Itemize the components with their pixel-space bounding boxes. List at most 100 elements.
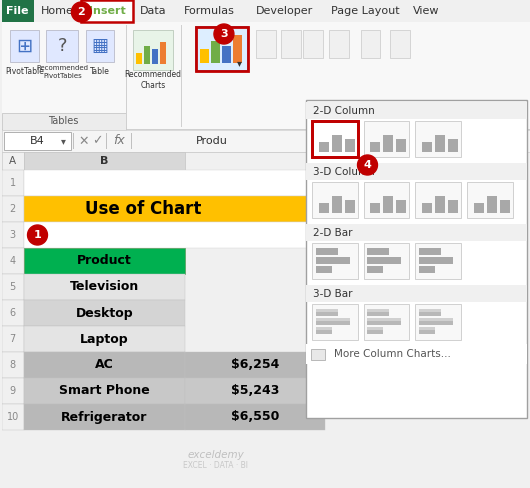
Bar xyxy=(329,30,349,58)
Bar xyxy=(23,274,185,300)
Bar xyxy=(306,224,527,241)
Text: ▾: ▾ xyxy=(237,58,242,68)
Text: $5,243: $5,243 xyxy=(231,385,279,398)
Text: Television: Television xyxy=(69,281,139,293)
Text: Product: Product xyxy=(77,255,131,267)
Bar xyxy=(396,139,407,152)
Bar xyxy=(383,135,393,152)
Bar xyxy=(152,49,158,64)
Bar xyxy=(144,46,150,64)
Bar xyxy=(367,327,383,330)
Text: B4: B4 xyxy=(30,136,45,146)
Bar xyxy=(316,309,338,316)
Bar xyxy=(185,404,325,430)
Bar xyxy=(487,196,497,213)
Bar xyxy=(303,30,323,58)
Bar xyxy=(73,133,74,149)
Text: Recommended
PivotTables: Recommended PivotTables xyxy=(37,65,89,79)
Bar xyxy=(367,318,401,321)
Text: 5: 5 xyxy=(10,282,16,292)
Bar xyxy=(419,327,435,330)
Bar xyxy=(2,152,23,170)
Bar xyxy=(2,0,33,22)
Bar xyxy=(416,182,461,218)
Bar xyxy=(23,300,185,326)
Bar xyxy=(344,200,355,213)
Bar xyxy=(233,35,242,63)
Text: Formulas: Formulas xyxy=(183,6,234,16)
Bar xyxy=(312,121,358,157)
Bar xyxy=(419,327,435,334)
Bar xyxy=(474,203,484,213)
Text: Smart Phone: Smart Phone xyxy=(59,385,149,398)
Circle shape xyxy=(214,24,234,44)
Text: Desktop: Desktop xyxy=(75,306,133,320)
Text: 3: 3 xyxy=(220,29,228,39)
Bar xyxy=(312,243,358,279)
Bar xyxy=(367,257,401,264)
Bar xyxy=(306,163,527,180)
Bar xyxy=(185,352,325,378)
Text: Use of Chart: Use of Chart xyxy=(85,200,201,218)
Bar xyxy=(82,0,133,22)
Bar xyxy=(82,0,133,22)
Text: Table: Table xyxy=(91,67,110,77)
Bar xyxy=(422,142,432,152)
Text: Tables: Tables xyxy=(48,116,78,126)
Text: AC: AC xyxy=(95,359,113,371)
Bar xyxy=(2,170,23,196)
Text: 4: 4 xyxy=(10,256,16,266)
Bar xyxy=(500,200,510,213)
Bar xyxy=(245,0,325,22)
Text: B: B xyxy=(100,156,109,166)
Text: $6,550: $6,550 xyxy=(231,410,279,424)
Bar xyxy=(2,113,126,130)
Circle shape xyxy=(28,225,48,245)
Text: Refrigerator: Refrigerator xyxy=(61,410,147,424)
Bar xyxy=(364,243,409,279)
Bar xyxy=(33,0,82,22)
Text: Produ: Produ xyxy=(196,136,228,146)
Bar xyxy=(23,248,185,274)
Bar xyxy=(419,309,441,316)
Bar xyxy=(136,53,142,64)
Bar xyxy=(364,121,409,157)
Bar xyxy=(2,352,23,378)
Bar xyxy=(23,378,185,404)
Text: fx: fx xyxy=(113,135,125,147)
Bar xyxy=(416,121,461,157)
Bar xyxy=(467,182,513,218)
Bar xyxy=(196,27,248,71)
Bar xyxy=(416,243,461,279)
Text: View: View xyxy=(413,6,439,16)
Bar xyxy=(367,309,390,312)
Bar xyxy=(312,182,358,218)
Text: Page Layout: Page Layout xyxy=(331,6,400,16)
Text: 8: 8 xyxy=(10,360,16,370)
Text: ▦: ▦ xyxy=(92,37,109,55)
Text: $6,254: $6,254 xyxy=(231,359,279,371)
Text: Insert: Insert xyxy=(89,6,126,16)
Bar xyxy=(448,200,458,213)
Bar xyxy=(316,327,332,334)
Bar xyxy=(360,30,381,58)
Bar xyxy=(160,42,166,64)
Bar xyxy=(419,318,453,321)
Bar xyxy=(407,0,446,22)
Bar xyxy=(2,130,530,152)
Bar xyxy=(364,182,409,218)
Text: PivotTable: PivotTable xyxy=(5,67,44,77)
Bar xyxy=(306,285,527,302)
Bar xyxy=(173,0,245,22)
Bar xyxy=(316,309,338,312)
Bar xyxy=(396,200,407,213)
Bar xyxy=(23,222,522,248)
Bar xyxy=(200,49,209,63)
Bar xyxy=(325,0,407,22)
Text: 9: 9 xyxy=(10,386,16,396)
Text: 2: 2 xyxy=(77,7,85,17)
Bar xyxy=(306,100,527,418)
Bar xyxy=(316,248,338,255)
Text: 1: 1 xyxy=(33,230,41,240)
Bar xyxy=(196,27,248,71)
